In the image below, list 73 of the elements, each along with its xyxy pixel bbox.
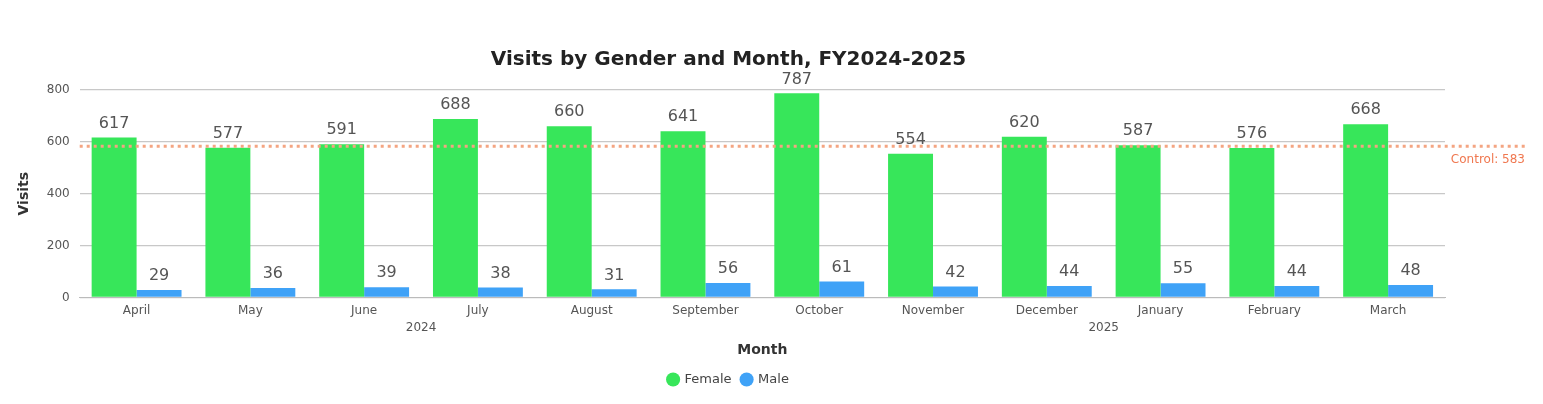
data-label: 44 [1286, 261, 1307, 281]
bar [1046, 285, 1092, 297]
bar [819, 281, 865, 297]
x-tick-label: July [466, 302, 489, 317]
bar [432, 119, 478, 297]
x-tick-label: May [237, 302, 263, 317]
bar [91, 137, 137, 297]
bar [364, 287, 410, 297]
data-label: 576 [1236, 123, 1268, 143]
bar [205, 147, 251, 297]
bar [1001, 136, 1047, 297]
bar [705, 282, 751, 297]
data-label: 38 [490, 262, 511, 282]
y-tick-label: 800 [46, 82, 70, 97]
data-label: 617 [98, 112, 130, 132]
data-label: 641 [667, 106, 699, 126]
legend-label: Male [758, 370, 789, 386]
data-label: 668 [1350, 99, 1381, 119]
bar [888, 153, 934, 297]
y-tick-label: 200 [46, 237, 70, 252]
data-label: 48 [1400, 260, 1421, 280]
data-label: 61 [831, 256, 852, 276]
y-tick-label: 600 [46, 133, 70, 148]
data-label: 577 [212, 122, 244, 142]
bar [477, 287, 523, 297]
data-label: 688 [440, 94, 471, 114]
bar [1343, 124, 1389, 297]
data-label: 42 [945, 261, 966, 281]
bar [319, 144, 365, 297]
legend-label: Female [684, 370, 732, 386]
bar [546, 126, 592, 297]
y-tick-label: 400 [46, 185, 70, 200]
bar [1229, 148, 1275, 297]
data-label: 31 [603, 264, 625, 284]
x-tick-label: September [672, 302, 739, 317]
data-label: 39 [376, 262, 397, 282]
bar [1160, 283, 1206, 297]
x-tick-label: June [350, 302, 378, 317]
data-label: 36 [262, 263, 284, 283]
text: 2024 [405, 319, 437, 334]
data-label: 787 [781, 68, 813, 88]
chart-title: Visits by Gender and Month, FY2024-2025 [490, 46, 967, 71]
data-label: 660 [553, 101, 585, 121]
x-tick-label: November [901, 302, 965, 317]
y-tick-label: 0 [62, 289, 70, 304]
data-label: 55 [1172, 258, 1194, 278]
x-tick-label: February [1247, 302, 1301, 317]
bar [591, 289, 637, 297]
data-label: 620 [1009, 111, 1040, 131]
y-axis-title: Visits [15, 171, 32, 216]
bar [1274, 285, 1320, 297]
x-tick-label: January [1136, 302, 1184, 317]
bar [774, 93, 820, 297]
data-label: 591 [326, 119, 357, 139]
data-label: 29 [148, 265, 170, 285]
x-tick-label: August [570, 302, 613, 317]
data-label: 44 [1059, 261, 1080, 281]
data-label: 554 [895, 128, 926, 148]
bar [660, 131, 706, 297]
bar [250, 288, 296, 297]
x-axis-title: Month [737, 341, 788, 358]
bar [136, 289, 182, 297]
x-tick-label: March [1369, 302, 1407, 317]
ref-line-label: Control: 583 [1450, 152, 1525, 167]
x-tick-label: April [122, 302, 151, 317]
x-tick-label: October [795, 302, 844, 317]
x-tick-label: December [1015, 302, 1078, 317]
data-label: 56 [717, 258, 739, 278]
text: 2025 [1088, 319, 1119, 334]
bar [933, 286, 978, 297]
data-label: 587 [1122, 120, 1154, 140]
bar [1388, 284, 1434, 297]
bar [1115, 145, 1161, 297]
